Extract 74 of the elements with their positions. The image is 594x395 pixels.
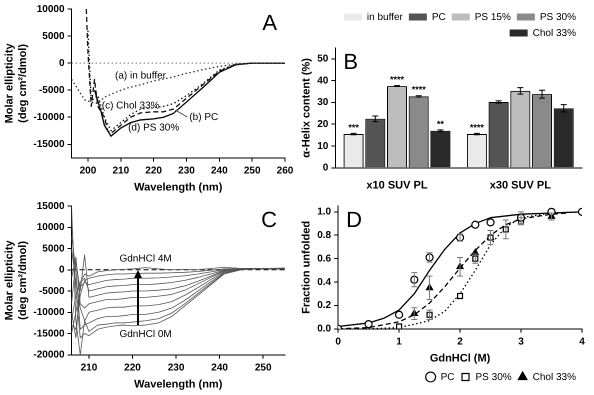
x-tick-label: 260 — [276, 166, 294, 177]
x-tick-label: 240 — [211, 362, 228, 374]
y-tick-label: 15000 — [36, 200, 65, 212]
annotation: D — [346, 207, 362, 232]
annotation: B — [343, 49, 358, 74]
x-tick-label: x30 SUV PL — [490, 179, 552, 192]
annotation: (d) PS 30% — [128, 122, 180, 134]
y-axis-title: Fraction unfolded — [300, 220, 313, 314]
y-tick-label: 40 — [317, 75, 329, 86]
x-tick-label: 210 — [80, 362, 98, 374]
x-tick-label: 200 — [80, 166, 97, 177]
y-tick-label: -15000 — [33, 328, 65, 340]
legend-label: PS 15% — [474, 12, 511, 23]
x-tick-label: 220 — [124, 362, 142, 374]
data-label: **** — [470, 122, 484, 132]
y-tick-label: -10000 — [33, 112, 65, 123]
data-label: *** — [348, 122, 360, 132]
y-tick-label: 0.4 — [317, 276, 332, 288]
annotation: (c) Chol 33% — [102, 100, 160, 112]
y-tick-label: 20 — [317, 118, 329, 130]
y-tick-label: 0.0 — [317, 324, 332, 335]
y-tick-label: 0.6 — [317, 253, 332, 264]
legend-label: PC — [440, 372, 455, 383]
y-axis-title: α-Helix content (%) — [300, 58, 313, 158]
legend-label: PS 30% — [476, 372, 512, 383]
y-tick-label: 30 — [317, 97, 329, 108]
x-tick-label: 2 — [457, 336, 464, 348]
annotation: C — [261, 207, 278, 232]
annotation: GdnHCl 4M — [119, 253, 172, 264]
x-tick-label: 240 — [210, 166, 228, 177]
x-axis-title: Wavelength (nm) — [134, 181, 223, 194]
x-tick-label: 1 — [396, 336, 402, 348]
annotation: GdnHCl 0M — [119, 328, 172, 340]
x-tick-label: 230 — [168, 362, 185, 374]
x-tick-label: 0 — [335, 336, 342, 348]
y-tick-label: 5000 — [42, 30, 65, 42]
y-tick-label: -15000 — [33, 139, 65, 150]
y-tick-label: 5000 — [42, 243, 65, 254]
x-tick-label: 4 — [579, 336, 586, 348]
y-tick-label: 10000 — [36, 222, 65, 234]
annotation: A — [262, 10, 278, 36]
y-tick-label: 0 — [58, 58, 65, 69]
legend-label: Chol 33% — [532, 28, 576, 39]
y-tick-label: 0.8 — [317, 230, 332, 241]
y-tick-label: 10 — [317, 140, 329, 152]
x-tick-label: x10 SUV PL — [366, 179, 428, 192]
annotation: (b) PC — [189, 112, 218, 123]
y-tick-label: -10000 — [33, 307, 65, 318]
x-axis-title: Wavelength (nm) — [134, 378, 223, 390]
y-tick-label: 0 — [58, 264, 65, 276]
y-axis-title: Molar ellipticity (deg cm²/dmol) — [4, 239, 29, 320]
y-tick-label: -20000 — [33, 350, 65, 361]
legend-label: PS 30% — [540, 12, 576, 23]
y-tick-label: 10000 — [36, 4, 65, 15]
legend-label: Chol 33% — [532, 372, 576, 383]
x-tick-label: 250 — [254, 362, 272, 374]
x-tick-label: 220 — [145, 166, 162, 177]
data-label: ** — [436, 118, 444, 129]
x-tick-label: 250 — [244, 166, 261, 177]
legend-label: in buffer — [366, 12, 404, 23]
y-tick-label: -5000 — [38, 286, 65, 297]
data-label: **** — [412, 84, 426, 95]
x-tick-label: 210 — [112, 166, 130, 177]
y-tick-label: 1.0 — [317, 206, 332, 218]
y-tick-label: 0.2 — [317, 300, 332, 312]
x-tick-label: 3 — [518, 336, 524, 348]
data-label: **** — [390, 74, 404, 85]
x-axis-title: GdnHCl (M) — [430, 352, 491, 364]
annotation: (a) in buffer — [115, 70, 167, 82]
x-tick-label: 230 — [178, 166, 196, 177]
y-tick-label: -5000 — [38, 84, 65, 96]
y-tick-label: 50 — [317, 54, 329, 65]
y-axis-title: Molar ellipticity (deg cm²/dmol) — [4, 42, 29, 124]
legend-label: PC — [432, 12, 446, 23]
